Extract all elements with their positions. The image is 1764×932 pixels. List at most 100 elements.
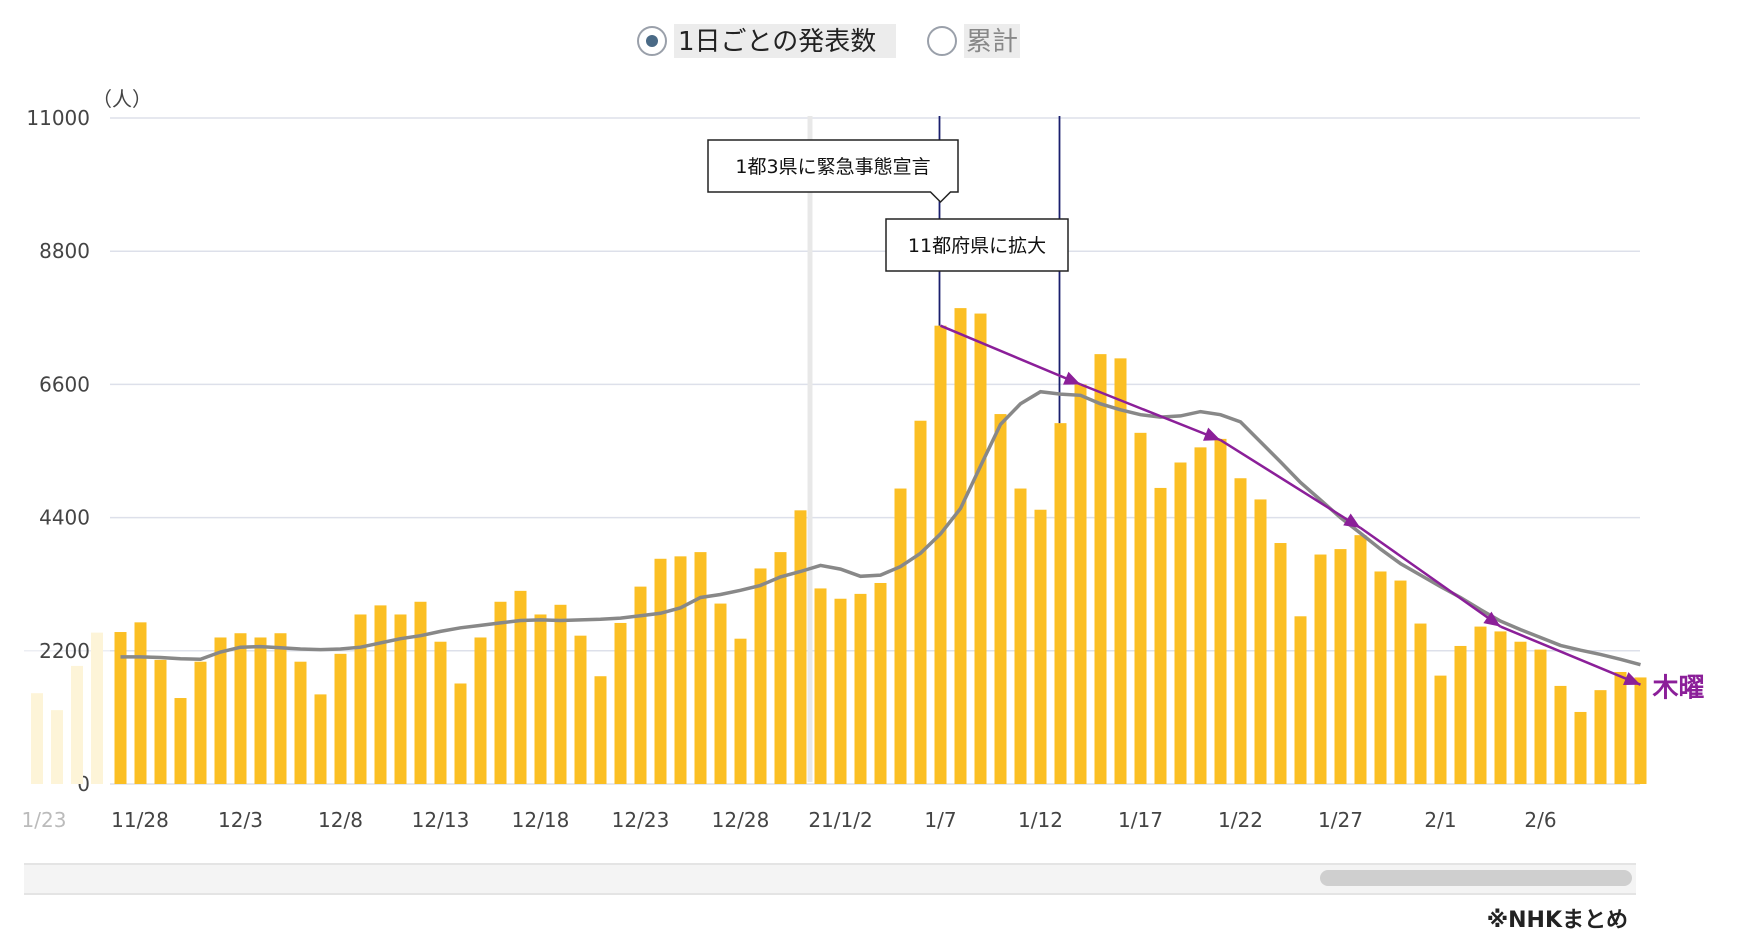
- arrowhead-icon: [1343, 513, 1361, 528]
- faded-bar: [51, 710, 63, 784]
- bar: [114, 632, 127, 784]
- x-tick-label: 11/28: [111, 808, 169, 832]
- bar: [1274, 543, 1287, 784]
- bar: [674, 556, 687, 784]
- bar: [1334, 549, 1347, 784]
- bar: [1434, 675, 1447, 784]
- bar: [174, 698, 187, 784]
- bar: [994, 414, 1007, 784]
- bar: [1294, 616, 1307, 784]
- bar: [1214, 438, 1227, 784]
- legend-option-daily[interactable]: 1日ごとの発表数: [637, 24, 896, 58]
- bar: [514, 590, 527, 784]
- bar: [1574, 711, 1587, 784]
- y-tick-label: 2200: [39, 639, 90, 663]
- bar: [334, 653, 347, 784]
- trend-segment: [1359, 526, 1502, 628]
- bar: [574, 635, 587, 784]
- y-tick-label: 6600: [39, 372, 90, 396]
- bar: [1034, 509, 1047, 784]
- bar: [1174, 462, 1187, 784]
- callout-box: [885, 218, 1069, 272]
- bar: [1014, 488, 1027, 784]
- bar: [1314, 554, 1327, 784]
- bar: [1494, 631, 1507, 784]
- callout-label: 11都府県に拡大: [908, 235, 1046, 257]
- bar: [1094, 354, 1107, 784]
- bar: [194, 661, 207, 784]
- bar: [1054, 423, 1067, 784]
- arrowhead-icon: [1483, 611, 1501, 627]
- bar: [1194, 447, 1207, 784]
- event-callout: 1都3県に緊急事態宣言: [707, 139, 959, 204]
- trend-label: 木曜: [1652, 674, 1705, 704]
- bar: [314, 694, 327, 784]
- trend-segment: [1219, 439, 1362, 529]
- bar: [1234, 478, 1247, 784]
- bar: [774, 552, 787, 784]
- bar: [874, 582, 887, 784]
- x-tick-label: 1/22: [1218, 808, 1263, 832]
- bar: [634, 586, 647, 784]
- bar: [1394, 580, 1407, 784]
- legend-option-cumulative[interactable]: 累計: [927, 24, 1020, 58]
- y-axis-units-label: （人）: [92, 87, 152, 111]
- legend-label-daily[interactable]: 1日ごとの発表数: [678, 27, 876, 57]
- x-tick-label: 12/13: [412, 808, 470, 832]
- x-tick-label: 1/12: [1018, 808, 1063, 832]
- bar: [1154, 487, 1167, 784]
- bar: [854, 593, 867, 784]
- trend-segment: [1080, 383, 1221, 442]
- legend-highlight: [964, 24, 1020, 58]
- bar: [1534, 649, 1547, 784]
- y-tick-label: 8800: [39, 239, 90, 263]
- bar: [154, 659, 167, 784]
- bar: [394, 614, 407, 784]
- x-tick-label: 12/18: [512, 808, 570, 832]
- radio-unselected-icon[interactable]: [927, 26, 957, 56]
- bar: [414, 601, 427, 784]
- bar: [534, 614, 547, 784]
- x-tick-label: 2/6: [1524, 808, 1556, 832]
- bar: [454, 683, 467, 784]
- x-tick-label: 1/7: [924, 808, 956, 832]
- x-tick-label: 2/1: [1424, 808, 1456, 832]
- arrowhead-icon: [1623, 672, 1641, 686]
- bar: [254, 637, 267, 784]
- faded-bar: [91, 632, 103, 784]
- trend-segment: [940, 324, 1081, 386]
- bar: [1354, 535, 1367, 784]
- faded-bars: [31, 632, 103, 784]
- bar: [654, 558, 667, 784]
- event-callouts: 1都3県に緊急事態宣言 11都府県に拡大: [707, 139, 1069, 272]
- horizontal-scrollbar[interactable]: [24, 863, 1636, 895]
- bar: [1114, 358, 1127, 784]
- bar: [554, 604, 567, 784]
- scrollbar-thumb[interactable]: [1320, 870, 1632, 886]
- bar: [714, 603, 727, 784]
- bar: [1134, 432, 1147, 784]
- x-tick-label: 12/8: [318, 808, 363, 832]
- faded-bar: [71, 665, 83, 784]
- bar: [834, 598, 847, 784]
- event-callout: 11都府県に拡大: [885, 218, 1069, 272]
- legend-label-cumulative[interactable]: 累計: [966, 27, 1018, 57]
- x-axis: 1/23 11/28 12/3 12/8 12/13 12/18 12/23 12/28 21/…: [22, 808, 1557, 832]
- bar: [1614, 671, 1627, 784]
- bar-series: [114, 308, 1647, 784]
- bar: [214, 637, 227, 784]
- bar: [594, 676, 607, 784]
- x-tick-label: 1/17: [1118, 808, 1163, 832]
- x-tick-label: 21/1/2: [808, 808, 872, 832]
- bar: [474, 637, 487, 784]
- bar: [694, 552, 707, 784]
- arrowhead-icon: [1063, 371, 1081, 385]
- bar: [754, 568, 767, 784]
- bar: [1454, 645, 1467, 784]
- bar: [1554, 685, 1567, 784]
- bar: [494, 601, 507, 784]
- bar: [294, 661, 307, 784]
- x-tick-label: 12/28: [712, 808, 770, 832]
- y-tick-label: 4400: [39, 506, 90, 530]
